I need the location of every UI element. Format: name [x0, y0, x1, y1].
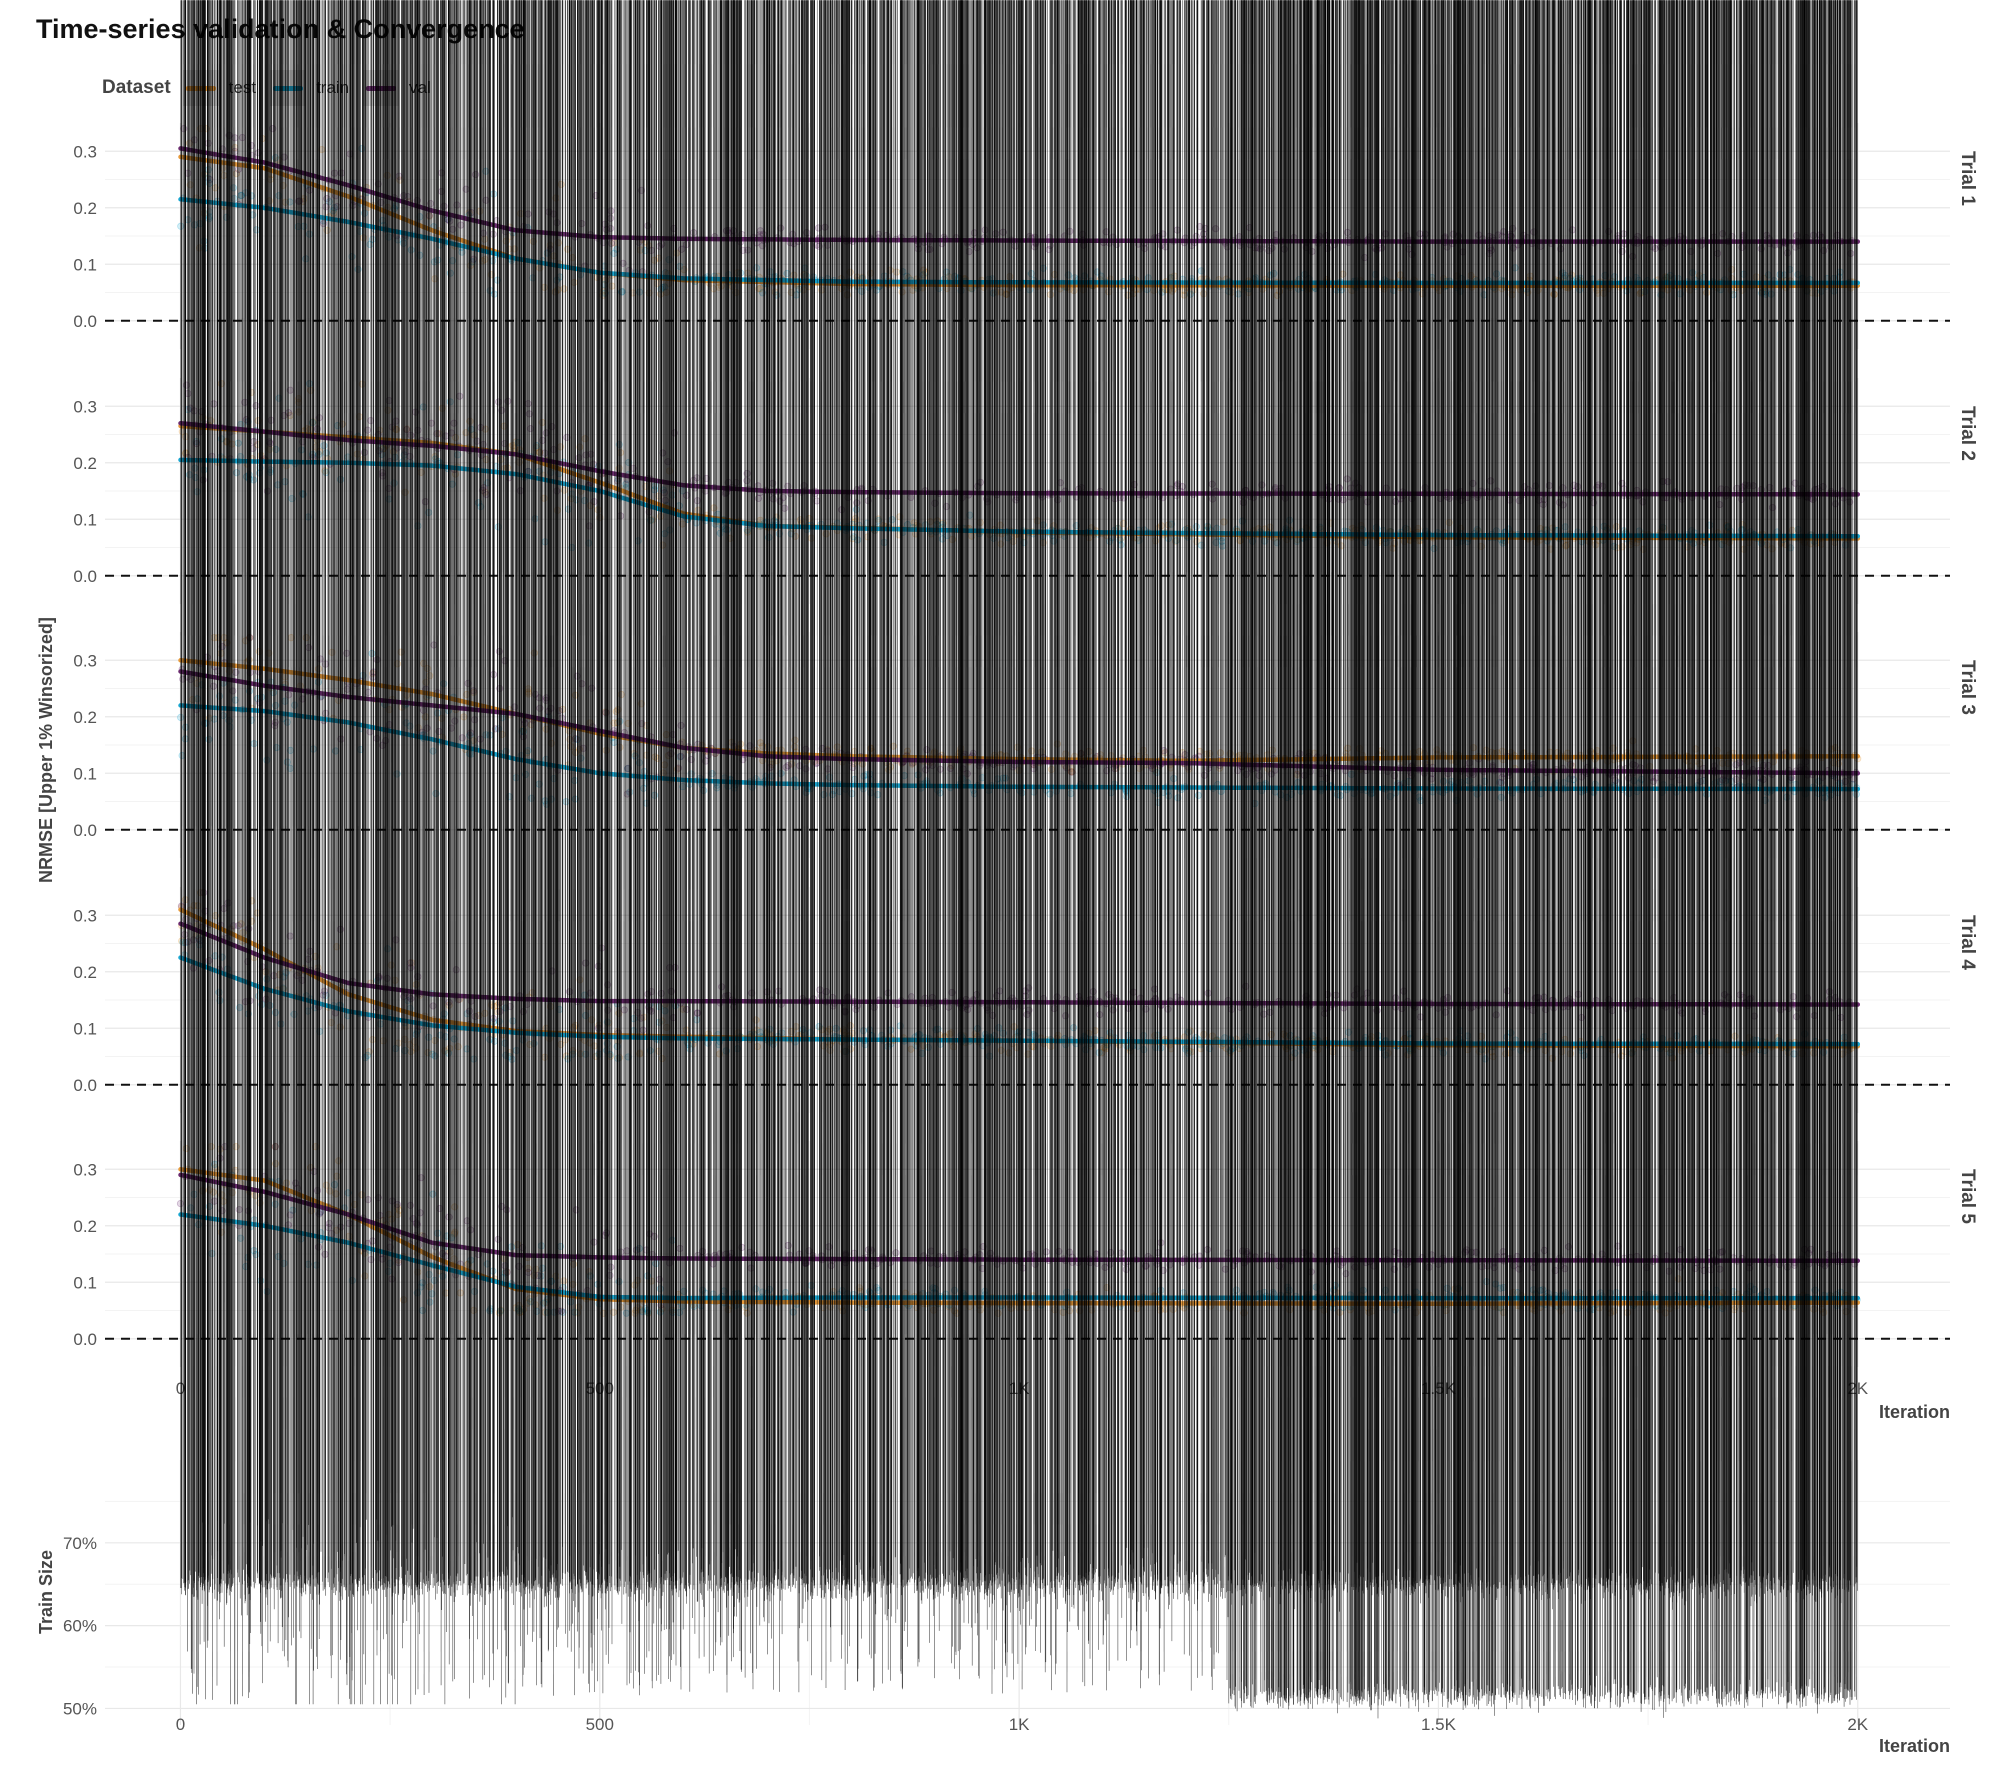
point-train [368, 649, 376, 657]
point-train [208, 1249, 216, 1258]
y-tick-label: 0.2 [73, 963, 97, 982]
facet-label-trial-2: Trial 2 [1957, 406, 1978, 461]
y-tick-label: 0.2 [73, 1217, 97, 1236]
y-tick-label: 0.3 [73, 397, 97, 416]
point-test [560, 285, 568, 293]
y-tick-label: 0.0 [73, 567, 97, 586]
point-train [562, 798, 570, 806]
point-train [233, 469, 241, 477]
y-tick-label: 0.3 [73, 1160, 97, 1179]
y-tick-label: 0.0 [73, 1330, 97, 1349]
point-val [210, 400, 218, 408]
facet-label-trial-1: Trial 1 [1957, 151, 1978, 206]
y-tick-label: 0.3 [73, 651, 97, 670]
point-train [320, 442, 328, 450]
y-tick-label: 0.2 [73, 454, 97, 473]
point-test [651, 753, 659, 761]
point-test [893, 268, 901, 276]
point-test [210, 634, 218, 642]
y-tick-label: 0.0 [73, 312, 97, 331]
y-tick-label: 0.3 [73, 142, 97, 161]
y-tick-label: 0.1 [73, 1019, 97, 1038]
y-tick-label: 0.0 [73, 821, 97, 840]
legend-title: Dataset [102, 77, 171, 98]
point-test [560, 1277, 568, 1285]
y-tick-label: 0.1 [73, 510, 97, 529]
y-tick-label: 0.3 [73, 906, 97, 925]
point-val [558, 714, 566, 722]
y-tick-label: 0.2 [73, 708, 97, 727]
y-tick-label: 0.1 [73, 255, 97, 274]
point-val [687, 755, 695, 764]
point-train [651, 482, 659, 490]
y-tick-label: 0.1 [73, 1273, 97, 1292]
facet-label-trial-4: Trial 4 [1957, 915, 1978, 970]
y-tick-label: 0.0 [73, 1076, 97, 1095]
point-train [1067, 789, 1075, 798]
point-train [1234, 290, 1243, 298]
facet-label-trial-3: Trial 3 [1957, 660, 1978, 715]
y-tick-label: 0.1 [73, 764, 97, 783]
y-tick-label: 0.2 [73, 199, 97, 218]
